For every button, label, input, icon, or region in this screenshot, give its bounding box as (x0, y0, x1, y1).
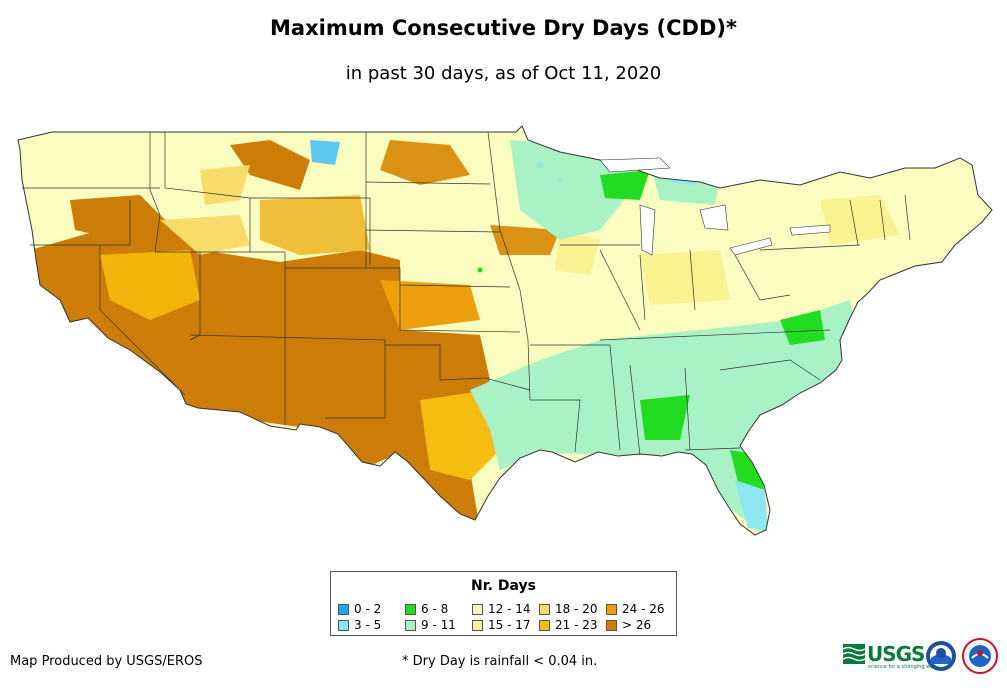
noaa-logo[interactable] (925, 640, 957, 672)
legend-item: 21 - 23 (539, 619, 598, 632)
region-3-5-florida (735, 480, 768, 530)
legend-swatch (606, 604, 617, 615)
region-18-20-montana-w (200, 165, 250, 205)
legend-swatch (539, 620, 550, 631)
nws-logo[interactable] (962, 638, 998, 674)
legend-title: Nr. Days (471, 578, 536, 594)
usgs-logo[interactable]: USGS science for a changing world (843, 640, 940, 670)
region-6-8-alabama (640, 395, 690, 440)
legend-swatch (472, 620, 483, 631)
usgs-wordmark: USGS (867, 642, 925, 666)
legend-item: 18 - 20 (539, 603, 598, 616)
region-24-26-dakota (380, 140, 470, 185)
legend-item: 9 - 11 (405, 619, 456, 632)
region-21-23-texas (420, 390, 500, 480)
legend-swatch (606, 620, 617, 631)
lake-ontario (789, 224, 831, 236)
usgs-tagline: science for a changing world (868, 664, 940, 670)
legend-item: 24 - 26 (606, 603, 665, 616)
legend-item: 12 - 14 (472, 603, 531, 616)
legend-item: 0 - 2 (338, 603, 381, 616)
region-15-17-ohio-valley (640, 250, 730, 305)
region-6-8-wisconsin (600, 170, 650, 200)
legend-item: 15 - 17 (472, 619, 531, 632)
region-over-26-ca-north (70, 195, 170, 240)
lake-erie (729, 237, 773, 256)
region-21-23-nevada (100, 250, 200, 320)
map-subtitle: in past 30 days, as of Oct 11, 2020 (345, 63, 662, 84)
lake-speck (537, 162, 543, 168)
legend-swatch (405, 620, 416, 631)
legend-swatch (472, 604, 483, 615)
region-18-20-idaho (160, 215, 250, 255)
lake-michigan (639, 204, 656, 256)
state-boundaries (22, 131, 911, 456)
legend-swatch (338, 604, 349, 615)
region-21-23-wyoming (260, 195, 370, 255)
legend-item: > 26 (606, 619, 651, 632)
lake-huron (699, 204, 729, 231)
region-speck (477, 267, 483, 273)
map-title: Maximum Consecutive Dry Days (CDD)* (270, 16, 737, 40)
map-credit: Map Produced by USGS/EROS (10, 654, 203, 669)
region-24-26-nebraska (490, 225, 560, 255)
legend-swatch (405, 604, 416, 615)
region-3-5-montana (310, 140, 340, 165)
region-15-17-northeast (820, 195, 900, 245)
dry-day-footnote: * Dry Day is rainfall < 0.04 in. (402, 654, 598, 669)
lake-superior (599, 157, 671, 173)
legend-box: Nr. Days 0 - 2 3 - 5 6 - 8 9 - 11 12 - 1… (330, 571, 677, 636)
legend-item: 3 - 5 (338, 619, 381, 632)
legend-swatch (338, 620, 349, 631)
region-24-26-kansas (380, 280, 480, 330)
region-6-8-virginia (780, 310, 825, 345)
legend-swatch (539, 604, 550, 615)
legend-item: 6 - 8 (405, 603, 448, 616)
lake-speck (558, 178, 562, 182)
region-15-17-iowa (555, 230, 600, 275)
us-outline (17, 125, 993, 536)
region-over-26-montana (230, 140, 310, 190)
usgs-wave-icon (843, 644, 866, 664)
